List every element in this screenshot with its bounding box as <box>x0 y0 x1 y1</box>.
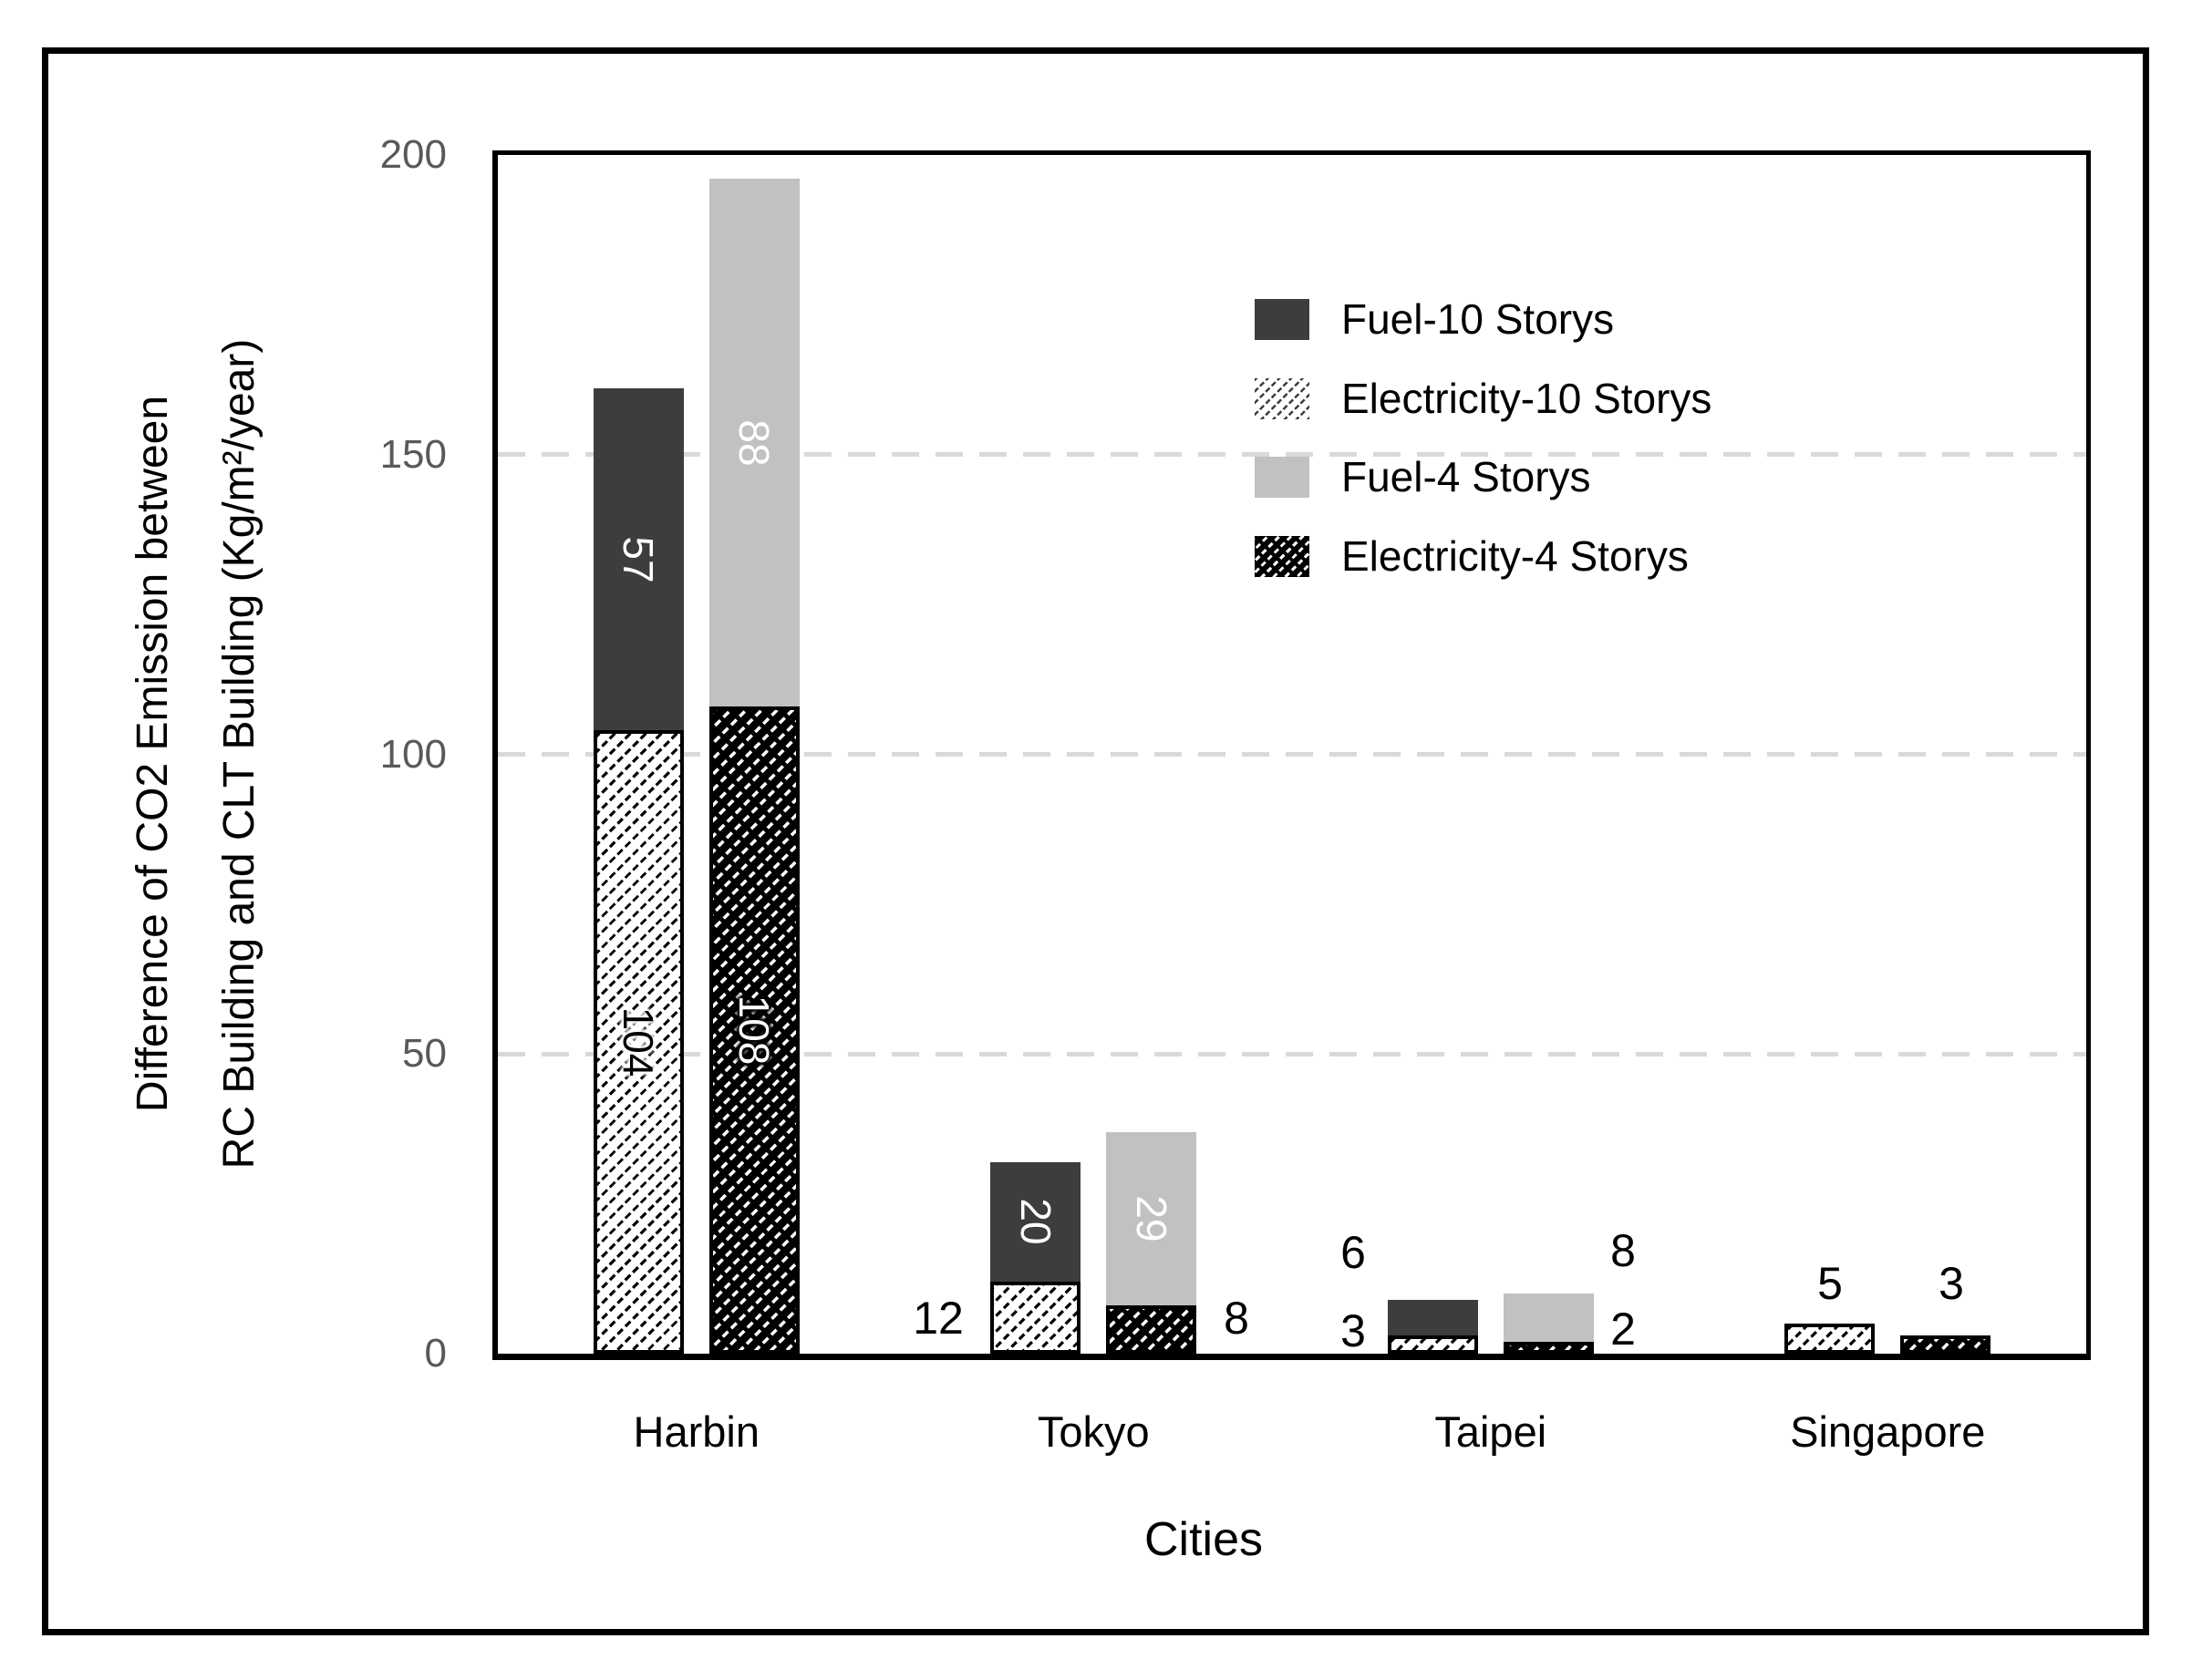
legend-label-electricity-10-storys: Electricity-10 Storys <box>1341 375 1712 422</box>
gridline-150 <box>498 452 2086 458</box>
legend-label-fuel-10-storys: Fuel-10 Storys <box>1341 295 1615 343</box>
category-label-singapore: Singapore <box>1790 1407 1986 1456</box>
category-label-harbin: Harbin <box>633 1407 760 1456</box>
data-label-electricity-10-storys-tokyo: 12 <box>913 1293 964 1344</box>
segment-electricity-10-storys-harbin: 104 <box>593 730 684 1354</box>
gridline-100 <box>498 752 2086 757</box>
y-tick-0: 0 <box>424 1331 447 1376</box>
legend-swatch-electricity-4-storys <box>1255 536 1309 577</box>
figure-border <box>42 47 2149 1635</box>
data-label-electricity-10-storys-singapore: 5 <box>1817 1258 1843 1309</box>
segment-fuel-4-storys-harbin: 88 <box>708 179 800 706</box>
x-axis-title: Cities <box>1143 1513 1264 1566</box>
data-label-fuel-4-storys-taipei: 8 <box>1610 1225 1636 1276</box>
data-label-electricity-4-storys-singapore: 3 <box>1939 1258 1964 1309</box>
data-label-fuel-4-storys-harbin: 88 <box>730 419 779 467</box>
segment-fuel-4-storys-tokyo: 29 <box>1106 1131 1197 1306</box>
data-label-electricity-4-storys-taipei: 2 <box>1610 1304 1636 1355</box>
data-label-electricity-10-storys-taipei: 3 <box>1340 1305 1366 1356</box>
segment-electricity-10-storys-singapore <box>1784 1324 1876 1354</box>
legend-swatch-fuel-4-storys <box>1255 457 1309 498</box>
y-tick-100: 100 <box>379 731 447 777</box>
category-label-taipei: Taipei <box>1434 1407 1547 1456</box>
category-label-tokyo: Tokyo <box>1037 1407 1150 1456</box>
data-label-fuel-10-storys-taipei: 6 <box>1340 1227 1366 1278</box>
segment-fuel-10-storys-harbin: 57 <box>593 388 684 731</box>
y-tick-50: 50 <box>402 1031 447 1077</box>
segment-fuel-10-storys-tokyo: 20 <box>990 1161 1081 1283</box>
legend-label-fuel-4-storys: Fuel-4 Storys <box>1341 453 1591 500</box>
data-label-fuel-10-storys-harbin: 57 <box>615 536 663 583</box>
y-axis-title-line1: Difference of CO2 Emission between <box>129 395 177 1113</box>
data-label-fuel-10-storys-tokyo: 20 <box>1011 1198 1060 1245</box>
data-label-electricity-4-storys-tokyo: 8 <box>1224 1293 1249 1344</box>
gridline-50 <box>498 1051 2086 1056</box>
legend-label-electricity-4-storys: Electricity-4 Storys <box>1341 532 1689 580</box>
data-label-electricity-10-storys-harbin: 104 <box>615 1006 663 1077</box>
y-tick-150: 150 <box>379 431 447 477</box>
legend-swatch-fuel-10-storys <box>1255 299 1309 340</box>
segment-electricity-4-storys-singapore <box>1900 1335 1991 1354</box>
legend-swatch-electricity-10-storys <box>1255 378 1309 419</box>
segment-electricity-4-storys-harbin: 108 <box>708 706 800 1354</box>
data-label-fuel-4-storys-tokyo: 29 <box>1127 1195 1175 1242</box>
y-tick-200: 200 <box>379 132 447 177</box>
